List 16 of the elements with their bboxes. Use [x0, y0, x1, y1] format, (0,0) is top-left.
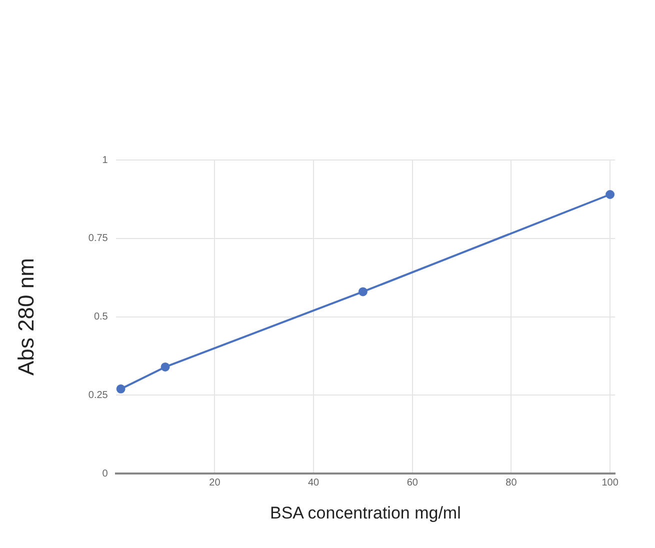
- y-tick-label: 0.5: [94, 312, 108, 323]
- x-tick-label: 40: [308, 477, 320, 488]
- point: [606, 190, 615, 199]
- y-tick-label: 0.75: [88, 233, 108, 244]
- x-tick-label: 100: [602, 477, 619, 488]
- y-axis-title: Abs 280 nm: [13, 258, 38, 376]
- x-axis-title: BSA concentration mg/ml: [270, 503, 461, 522]
- point: [116, 384, 126, 394]
- y-tick-label: 1: [102, 154, 108, 166]
- x-tick-label: 60: [406, 477, 418, 488]
- y-tick-label: 0.25: [88, 390, 108, 401]
- x-tick-label: 80: [506, 477, 518, 488]
- point: [160, 362, 170, 372]
- x-tick-label: 20: [209, 477, 221, 488]
- point: [358, 287, 368, 296]
- y-tick-label: 0: [102, 468, 108, 480]
